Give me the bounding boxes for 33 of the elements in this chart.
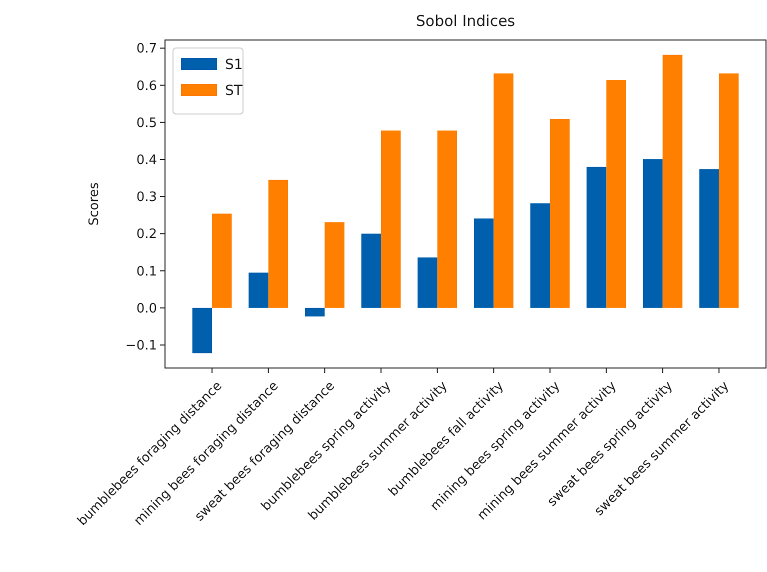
bar bbox=[361, 234, 382, 308]
bar bbox=[268, 180, 288, 308]
bar bbox=[586, 166, 606, 308]
bar bbox=[212, 214, 232, 308]
y-tick-label: 0.3 bbox=[136, 190, 157, 206]
bar bbox=[494, 73, 514, 308]
y-tick-label: 0.2 bbox=[136, 227, 157, 242]
bar bbox=[381, 130, 401, 308]
chart-title: Sobol Indices bbox=[416, 12, 516, 30]
bar bbox=[642, 159, 663, 308]
y-tick-label: 0.1 bbox=[136, 264, 157, 280]
y-axis-title: Scores bbox=[87, 182, 102, 226]
bar bbox=[530, 203, 550, 308]
y-tick-label: 0.5 bbox=[136, 116, 157, 131]
y-tick-label: 0.4 bbox=[136, 153, 157, 168]
bar bbox=[662, 54, 682, 308]
bar bbox=[192, 308, 212, 354]
bar bbox=[324, 222, 344, 308]
bar bbox=[248, 272, 268, 308]
y-tick-label: 0.6 bbox=[136, 78, 157, 94]
legend-label: S1 bbox=[225, 56, 243, 73]
bar bbox=[437, 130, 458, 308]
y-tick-label: −0.1 bbox=[125, 338, 157, 354]
bar bbox=[418, 257, 438, 308]
bar bbox=[550, 119, 570, 308]
y-tick-label: 0.7 bbox=[136, 42, 157, 57]
bar bbox=[606, 80, 626, 308]
bar bbox=[304, 308, 325, 316]
bar bbox=[718, 73, 739, 308]
y-tick-label: 0.0 bbox=[136, 301, 157, 316]
legend-label: ST bbox=[225, 82, 243, 99]
bar bbox=[699, 169, 719, 308]
bar bbox=[474, 218, 494, 308]
